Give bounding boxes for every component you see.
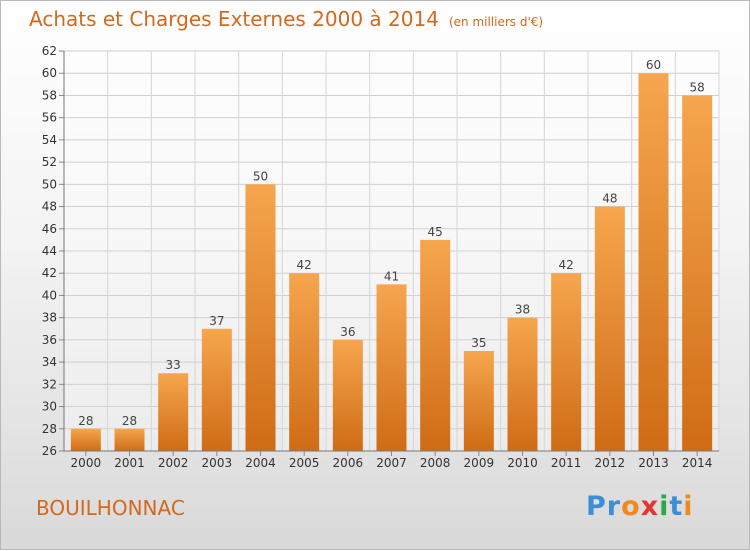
bar-2001 bbox=[114, 428, 145, 451]
x-tick-label: 2012 bbox=[595, 456, 626, 470]
chart-title: Achats et Charges Externes 2000 à 2014 (e… bbox=[29, 7, 543, 31]
bar-value-label: 42 bbox=[297, 258, 312, 272]
x-tick-label: 2008 bbox=[420, 456, 451, 470]
bar-value-label: 60 bbox=[646, 58, 661, 72]
bar-2010 bbox=[507, 317, 538, 451]
bar-value-label: 37 bbox=[209, 314, 224, 328]
x-tick-label: 2007 bbox=[376, 456, 407, 470]
y-tick-label: 32 bbox=[42, 377, 57, 391]
bar-2002 bbox=[158, 373, 189, 451]
title-unit: (en milliers d'€) bbox=[448, 15, 544, 29]
bar-value-label: 45 bbox=[428, 225, 443, 239]
town-name: BOUILHONNAC bbox=[36, 496, 185, 520]
y-tick-label: 52 bbox=[42, 155, 57, 169]
proxiti-logo: Proxiti bbox=[586, 491, 694, 522]
bar-2003 bbox=[201, 328, 232, 451]
bar-2008 bbox=[420, 239, 451, 451]
y-tick-label: 44 bbox=[42, 244, 57, 258]
bar-2013 bbox=[638, 73, 669, 451]
bar-value-label: 33 bbox=[166, 358, 181, 372]
y-tick-label: 48 bbox=[42, 200, 57, 214]
y-tick-label: 30 bbox=[42, 400, 57, 414]
x-tick-label: 2014 bbox=[682, 456, 713, 470]
bar-2011 bbox=[551, 273, 582, 451]
bar-value-label: 28 bbox=[78, 414, 93, 428]
bar-2007 bbox=[376, 284, 407, 451]
bar-value-label: 50 bbox=[253, 169, 268, 183]
y-tick-label: 28 bbox=[42, 422, 57, 436]
bar-2006 bbox=[332, 339, 363, 451]
bar-value-label: 28 bbox=[122, 414, 137, 428]
x-tick-label: 2010 bbox=[507, 456, 538, 470]
x-tick-label: 2005 bbox=[289, 456, 320, 470]
y-tick-label: 58 bbox=[42, 88, 57, 102]
y-tick-label: 38 bbox=[42, 311, 57, 325]
y-tick-label: 46 bbox=[42, 222, 57, 236]
y-tick-label: 54 bbox=[42, 133, 57, 147]
bars: 28 28 33 37 50 42 36 41 45 35 38 42 48 60 58 bbox=[70, 58, 713, 452]
x-tick-label: 2004 bbox=[245, 456, 276, 470]
bar-2012 bbox=[594, 206, 625, 451]
bar-2004 bbox=[245, 184, 276, 452]
bar-value-label: 41 bbox=[384, 269, 399, 283]
y-tick-label: 34 bbox=[42, 355, 57, 369]
x-tick-label: 2000 bbox=[71, 456, 102, 470]
bar-value-label: 35 bbox=[471, 336, 486, 350]
x-tick-label: 2003 bbox=[202, 456, 233, 470]
bar-2005 bbox=[289, 273, 320, 451]
x-tick-label: 2013 bbox=[638, 456, 669, 470]
y-tick-label: 56 bbox=[42, 111, 57, 125]
x-tick-label: 2009 bbox=[464, 456, 495, 470]
bar-value-label: 36 bbox=[340, 325, 355, 339]
bar-value-label: 38 bbox=[515, 303, 530, 317]
y-tick-label: 60 bbox=[42, 66, 57, 80]
bar-value-label: 48 bbox=[602, 192, 617, 206]
bar-2009 bbox=[463, 351, 494, 451]
bar-2014 bbox=[682, 95, 713, 451]
title-text: Achats et Charges Externes 2000 à 2014 bbox=[29, 7, 439, 31]
bar-value-label: 58 bbox=[690, 80, 705, 94]
x-tick-label: 2001 bbox=[114, 456, 145, 470]
y-tick-label: 40 bbox=[42, 288, 57, 302]
bar-value-label: 42 bbox=[559, 258, 574, 272]
x-tick-label: 2002 bbox=[158, 456, 189, 470]
x-tick-label: 2011 bbox=[551, 456, 582, 470]
y-tick-label: 62 bbox=[42, 44, 57, 58]
y-tick-label: 42 bbox=[42, 266, 57, 280]
bar-2000 bbox=[70, 428, 101, 451]
y-tick-label: 26 bbox=[42, 444, 57, 458]
x-tick-label: 2006 bbox=[333, 456, 364, 470]
y-tick-label: 50 bbox=[42, 177, 57, 191]
axes: 26 28 30 32 34 36 38 40 42 44 46 48 50 52 54 56 58 60 62 20… bbox=[42, 44, 719, 470]
y-tick-label: 36 bbox=[42, 333, 57, 347]
